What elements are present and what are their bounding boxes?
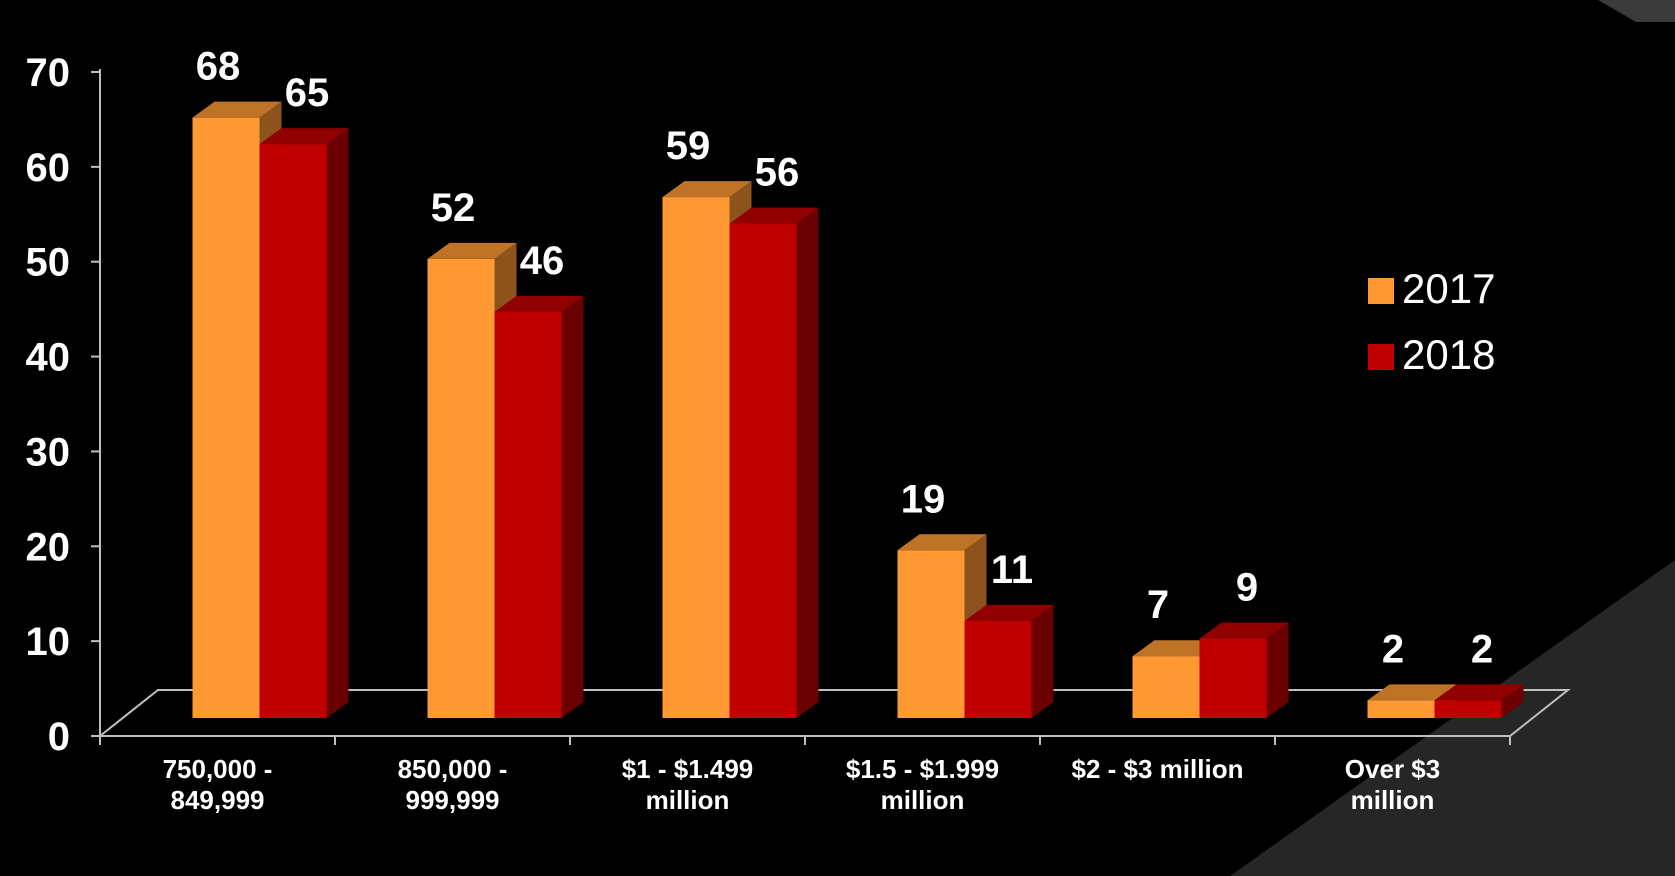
x-category-label: million — [1351, 785, 1435, 815]
bar-side-2018 — [1031, 604, 1054, 718]
data-label-2017: 7 — [1147, 583, 1169, 627]
bar-2017 — [897, 550, 965, 718]
chart-legend: 2017 2018 — [1368, 265, 1495, 378]
legend-label-2017: 2017 — [1402, 265, 1495, 312]
bar-top-2017 — [662, 181, 752, 198]
data-label-2017: 59 — [666, 124, 711, 168]
bar-2018 — [259, 144, 327, 719]
bar-side-2018 — [1266, 622, 1289, 718]
bar-top-2017 — [1132, 640, 1222, 657]
y-tick-label: 70 — [26, 51, 71, 95]
legend-swatch-2017 — [1368, 278, 1394, 304]
bar-top-2018 — [494, 295, 584, 312]
data-label-2018: 65 — [285, 71, 330, 115]
x-category-label: 850,000 - — [398, 754, 508, 784]
x-category-label: $1.5 - $1.999 — [846, 754, 999, 784]
bar-2017 — [192, 117, 260, 718]
y-tick-label: 0 — [48, 715, 70, 759]
data-label-2017: 68 — [196, 45, 241, 89]
bar-side-2018 — [1501, 684, 1524, 718]
bar-top-2018 — [1199, 622, 1289, 639]
y-tick-label: 60 — [26, 146, 71, 190]
bar-2018 — [729, 223, 797, 718]
x-category-label: 750,000 - — [163, 754, 273, 784]
bar-2017 — [662, 197, 730, 719]
chart-labels: 68 65 52 46 59 56 19 11 7 9 2 2 — [196, 45, 1493, 672]
x-category-label: million — [646, 785, 730, 815]
corner-decoration-top — [1598, 0, 1675, 22]
bar-top-2017 — [427, 242, 517, 259]
data-label-2018: 11 — [991, 548, 1033, 592]
bar-top-2017 — [897, 534, 987, 551]
bar-top-2018 — [729, 207, 819, 224]
bar-top-2018 — [259, 128, 349, 145]
x-category-label: 849,999 — [171, 785, 265, 815]
chart-bars — [192, 101, 1524, 719]
bar-2017 — [1132, 656, 1200, 718]
data-label-2017: 19 — [901, 477, 946, 521]
x-category-label: $2 - $3 million — [1072, 754, 1244, 784]
y-tick-label: 10 — [26, 620, 71, 664]
bar-top-2017 — [192, 101, 282, 118]
legend-label-2018: 2018 — [1402, 331, 1495, 378]
y-tick-label: 30 — [26, 430, 71, 474]
y-tick-label: 50 — [26, 241, 71, 285]
bar-2018 — [1434, 700, 1502, 718]
bar-2017 — [1367, 700, 1435, 718]
bar-top-2018 — [1434, 684, 1524, 701]
x-category-label: million — [881, 785, 965, 815]
y-tick-label: 20 — [26, 525, 71, 569]
bar-2017 — [427, 258, 495, 718]
data-label-2018: 46 — [520, 239, 565, 283]
bar-2018 — [964, 620, 1032, 718]
y-tick-label: 40 — [26, 336, 71, 380]
bar-top-2018 — [964, 604, 1054, 621]
data-label-2018: 56 — [755, 151, 800, 195]
legend-swatch-2018 — [1368, 344, 1394, 370]
x-category-label: $1 - $1.499 — [622, 754, 754, 784]
bar-side-2018 — [326, 128, 349, 719]
chart-axes: 0 10 20 30 40 50 60 70 750,000 -849,999 850,000 -… — [26, 51, 1571, 815]
bar-2018 — [1199, 638, 1267, 718]
x-category-label: Over $3 — [1345, 754, 1440, 784]
bar-side-2018 — [561, 295, 584, 718]
bar-top-2017 — [1367, 684, 1457, 701]
x-category-label: 999,999 — [406, 785, 500, 815]
bar-2018 — [494, 311, 562, 718]
data-label-2017: 2 — [1382, 627, 1404, 671]
bar-side-2018 — [796, 207, 819, 718]
data-label-2017: 52 — [431, 186, 476, 230]
data-label-2018: 2 — [1471, 627, 1493, 671]
data-label-2018: 9 — [1236, 566, 1258, 610]
